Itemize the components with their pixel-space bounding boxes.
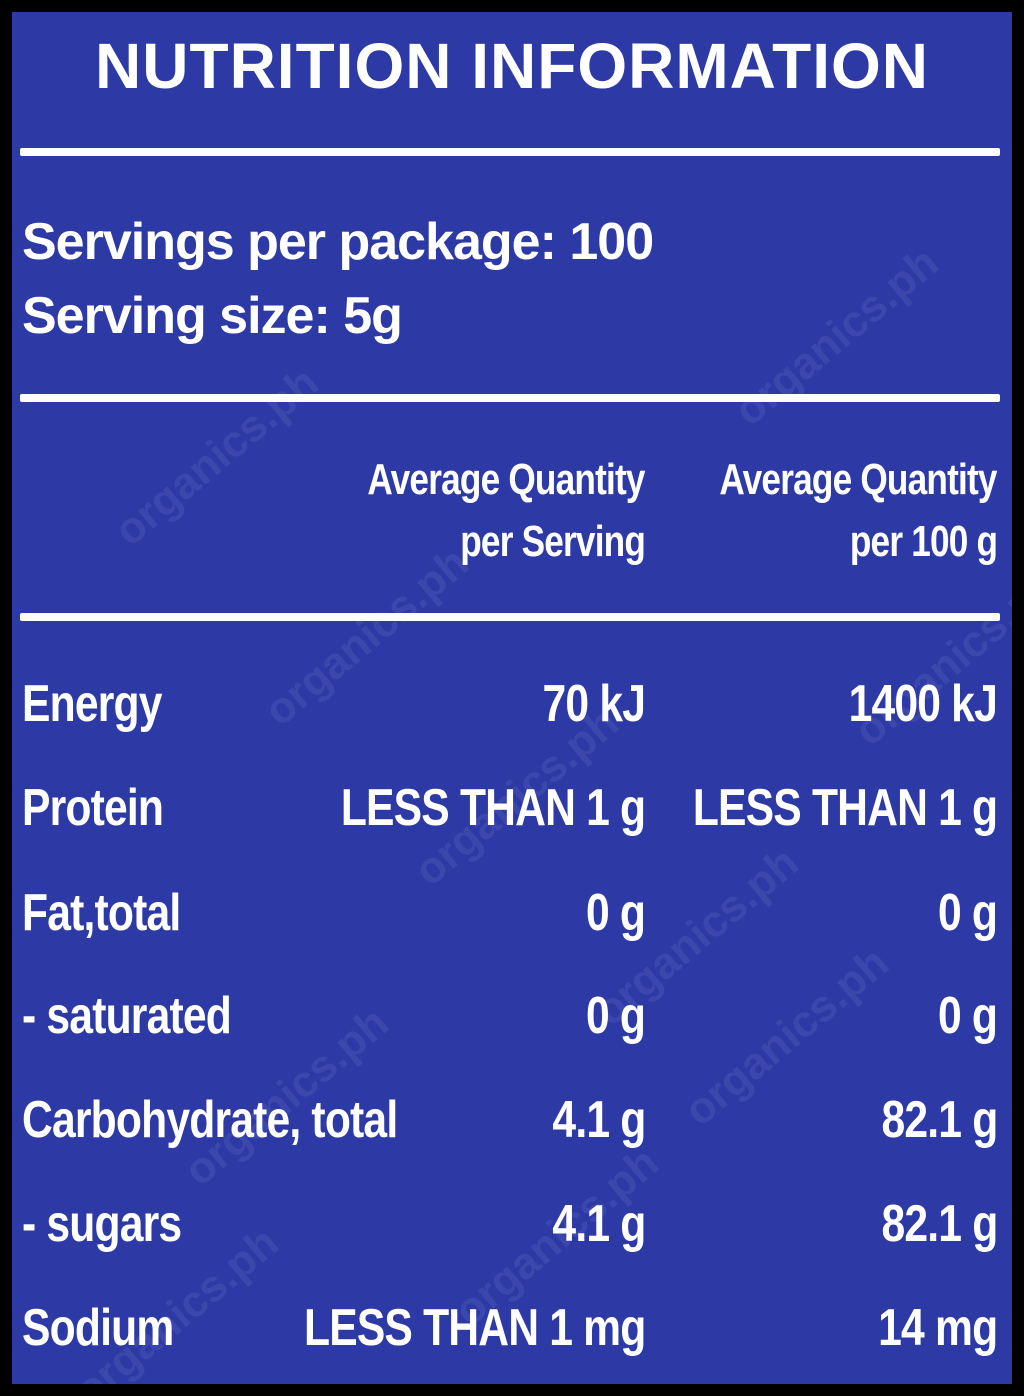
nutrient-name: - saturated xyxy=(22,987,232,1045)
nutrient-value: 0 g xyxy=(937,884,998,942)
serving-size: Serving size: 5g xyxy=(22,287,403,345)
column-header: per 100 g xyxy=(849,517,998,566)
column-header: Average Quantity xyxy=(719,455,998,504)
divider xyxy=(20,148,1000,156)
column-header: Average Quantity xyxy=(367,455,646,504)
watermark: organics.ph xyxy=(105,357,328,556)
nutrient-value: 4.1 g xyxy=(551,1195,646,1253)
nutrient-value: 82.1 g xyxy=(881,1195,998,1253)
divider xyxy=(20,613,1000,621)
servings-per-package: Servings per package: 100 xyxy=(22,213,654,271)
nutrient-value: LESS THAN 1 g xyxy=(692,779,998,837)
watermark: organics.ph xyxy=(725,237,948,436)
nutrient-value: 1400 kJ xyxy=(848,675,998,733)
nutrient-value: 82.1 g xyxy=(881,1091,998,1149)
nutrition-panel: NUTRITION INFORMATION Servings per packa… xyxy=(12,12,1012,1384)
nutrient-name: Carbohydrate, total xyxy=(22,1091,398,1149)
nutrient-name: Protein xyxy=(22,779,164,837)
nutrient-value: 70 kJ xyxy=(542,675,645,733)
nutrient-value: 0 g xyxy=(937,987,998,1045)
nutrient-name: - sugars xyxy=(22,1195,182,1253)
nutrient-value: LESS THAN 1 g xyxy=(340,779,646,837)
nutrient-name: Energy xyxy=(22,675,162,733)
nutrient-value: 14 mg xyxy=(877,1299,998,1357)
title: NUTRITION INFORMATION xyxy=(95,30,929,102)
nutrient-name: Sodium xyxy=(22,1299,174,1357)
column-header: per Serving xyxy=(460,517,646,566)
watermark: organics.ph xyxy=(255,537,478,736)
divider xyxy=(20,394,1000,402)
nutrient-value: 0 g xyxy=(585,987,646,1045)
nutrient-name: Fat,total xyxy=(22,884,181,942)
watermark: organics.ph xyxy=(675,937,898,1136)
nutrient-value: LESS THAN 1 mg xyxy=(303,1299,645,1357)
nutrient-value: 4.1 g xyxy=(551,1091,646,1149)
nutrient-value: 0 g xyxy=(585,884,646,942)
